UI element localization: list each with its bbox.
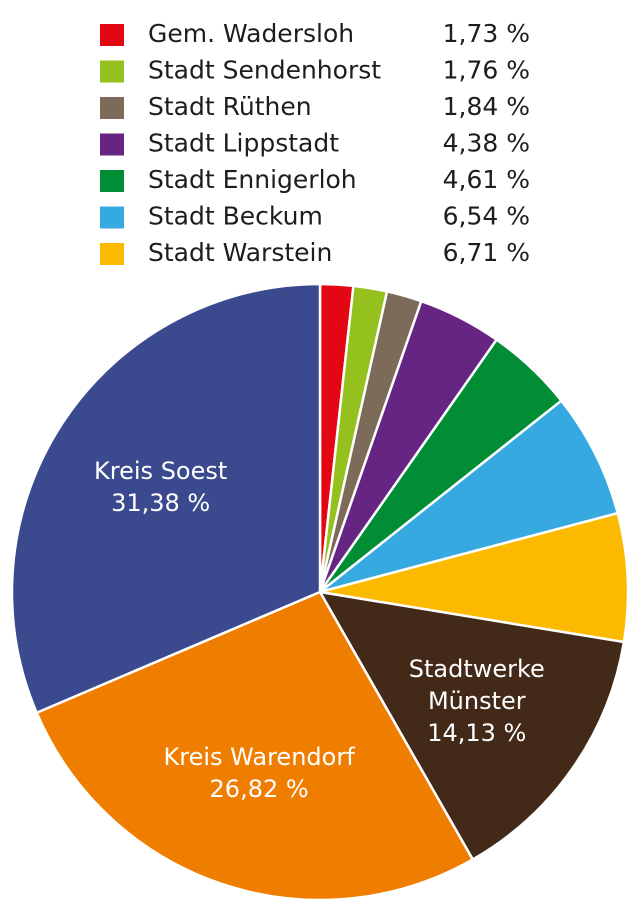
slice-label: Stadtwerke Münster 14,13 % (393, 653, 560, 749)
pie-slice (319, 511, 630, 644)
legend-value: 4,38 % (443, 129, 530, 158)
legend-swatch (100, 133, 124, 156)
pie-slice (319, 398, 620, 594)
legend-label: Stadt Rüthen (148, 92, 312, 121)
legend-label: Stadt Beckum (148, 202, 323, 231)
pie-slice (35, 590, 475, 902)
pie-slice (317, 590, 626, 862)
legend-value: 6,71 % (443, 238, 530, 267)
slice-name: Kreis Warendorf (163, 742, 355, 771)
legend-label: Stadt Lippstadt (148, 129, 339, 158)
pie-slice (10, 282, 322, 715)
legend-label: Stadt Ennigerloh (148, 165, 357, 194)
legend-swatch (100, 97, 124, 119)
legend-value: 4,61 % (443, 165, 530, 194)
legend-swatch (100, 24, 124, 46)
legend-swatch (100, 243, 124, 265)
slice-value: 31,38 % (111, 488, 211, 517)
slice-name: Kreis Soest (94, 456, 228, 485)
slice-value: 14,13 % (427, 719, 527, 747)
legend-value: 1,73 % (443, 19, 530, 48)
legend-swatch (100, 206, 124, 229)
legend-swatch (100, 60, 124, 83)
slice-name: Stadtwerke Münster (408, 655, 545, 715)
slice-label: Kreis Warendorf 26,82 % (164, 741, 355, 805)
legend-label: Stadt Sendenhorst (148, 56, 381, 85)
legend-value: 1,76 % (443, 56, 530, 85)
legend-label: Gem. Wadersloh (148, 19, 354, 48)
slice-value: 26,82 % (209, 774, 309, 803)
legend-value: 1,84 % (443, 92, 530, 121)
legend-label: Stadt Warstein (148, 238, 332, 267)
slice-label: Kreis Soest 31,38 % (94, 455, 227, 519)
legend-swatch (100, 170, 124, 192)
legend-value: 6,54 % (443, 202, 530, 231)
